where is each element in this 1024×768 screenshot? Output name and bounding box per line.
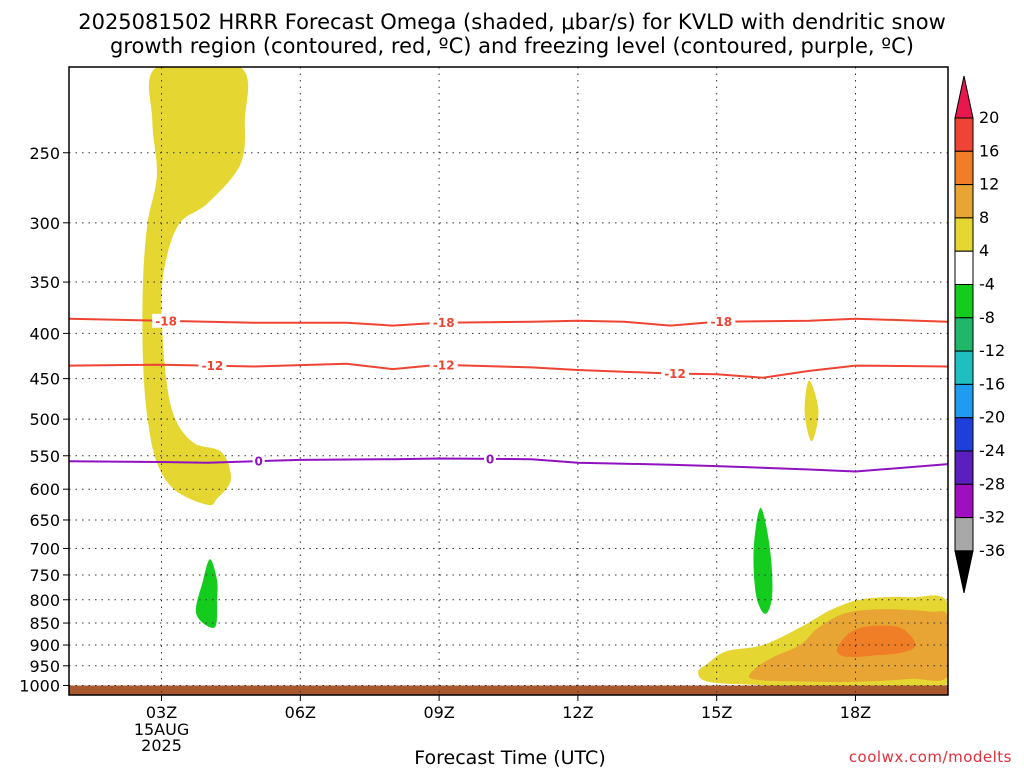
colorbar-label: -32 [979,508,1005,527]
colorbar-label: -28 [979,474,1005,493]
x-tick-label-12Z: 12Z [562,703,593,722]
y-tick-label-550: 550 [29,447,60,466]
plot-frame [68,66,949,696]
omega-region-small-lobe [804,380,819,442]
contour-minus12 [69,362,948,379]
x-tick-label-03Z: 03Z [146,703,177,722]
contour-label-bg [152,313,181,328]
contour-label: -18 [155,314,177,328]
y-tick-label-450: 450 [29,370,60,389]
gridlines [69,67,948,695]
y-tick-label-650: 650 [29,511,60,530]
y-tick-label-250: 250 [29,144,60,163]
colorbar-segment [954,284,974,319]
colorbar-segment [954,350,974,385]
y-tick-label-350: 350 [29,273,60,292]
contour-label: -18 [433,316,455,330]
y-tick-label-850: 850 [29,614,60,633]
colorbar-segment [954,417,974,452]
contour-label: 0 [486,452,494,466]
y-tick-label-400: 400 [29,324,60,343]
colorbar-label: 12 [979,175,999,194]
omega-region-low-level-core [836,625,916,658]
omega-region-upper-column [142,67,249,506]
y-tick-label-750: 750 [29,566,60,585]
colorbar-label: -36 [979,541,1005,560]
y-tick-label-900: 900 [29,636,60,655]
colorbar: 20 16 12 8 4 -4 -8 -12 -16 -20 -24 -28 -32 -36 [954,75,1005,594]
contour-label-bg [483,451,496,466]
x-tick-label-18Z: 18Z [840,703,871,722]
y-tick-label-300: 300 [29,214,60,233]
x-tick-label-09Z: 09Z [423,703,454,722]
colorbar-label: -4 [979,275,995,294]
colorbar-segment [954,317,974,352]
colorbar-segment [954,117,974,152]
colorbar-segment [954,250,974,285]
colorbar-label: -20 [979,408,1005,427]
axes: 250 300 350 400 450 500 550 600 650 700 750 800 850 9… [19,144,871,755]
y-tick-label-800: 800 [29,591,60,610]
colorbar-segment [954,517,974,552]
omega-region-right-cell [753,507,773,614]
x-date-label: 2025 [141,736,182,755]
colorbar-label: -16 [979,374,1005,393]
contour-label-bg [707,314,736,329]
colorbar-segment [954,217,974,252]
colorbar-bottom-arrow [954,550,974,594]
contour-label-bg [198,358,227,373]
colorbar-label: -24 [979,441,1005,460]
colorbar-label: 20 [979,108,999,127]
colorbar-segment [954,150,974,186]
contour-label: 0 [254,455,262,469]
colorbar-segment [954,184,974,219]
x-axis-label: Forecast Time (UTC) [414,747,605,768]
colorbar-label: -12 [979,341,1005,360]
x-tick-label-15Z: 15Z [701,703,732,722]
plot-area: -18 -18 -18 -12 -12 -12 0 0 [68,66,949,696]
contour-label: -18 [710,315,732,329]
contour-label: -12 [202,359,224,373]
contour-label: -12 [664,367,686,381]
ground-strip [69,685,948,695]
x-tick-label-06Z: 06Z [285,703,316,722]
contour-freezing-level [69,457,948,473]
contour-label-bg [429,357,458,372]
x-date-label: 15AUG [134,720,189,739]
colorbar-segment [954,483,974,519]
colorbar-label: -8 [979,308,995,327]
y-tick-label-700: 700 [29,539,60,558]
omega-region-left-cell [195,559,218,628]
y-tick-label-1000: 1000 [19,677,60,696]
contour-label-bg [252,454,265,469]
colorbar-segment [954,383,974,419]
plot-content: -18 -18 -18 -12 -12 -12 0 0 [69,67,948,695]
y-tick-label-500: 500 [29,410,60,429]
colorbar-label: 16 [979,141,999,160]
colorbar-label: 8 [979,208,989,227]
chart-title-line2: growth region (contoured, red, ºC) and f… [110,34,914,58]
y-tick-label-600: 600 [29,480,60,499]
y-tick-label-950: 950 [29,657,60,676]
contour-label-bg [661,366,690,381]
chart-title-line1: 2025081502 HRRR Forecast Omega (shaded, … [78,10,946,34]
credit-link[interactable]: coolwx.com/modelts [849,748,1012,766]
colorbar-top-arrow [954,75,974,119]
contour-label: -12 [433,358,455,372]
colorbar-label: 4 [979,241,989,260]
colorbar-segment [954,450,974,485]
contour-label-bg [429,315,458,330]
contour-minus18 [69,317,948,327]
